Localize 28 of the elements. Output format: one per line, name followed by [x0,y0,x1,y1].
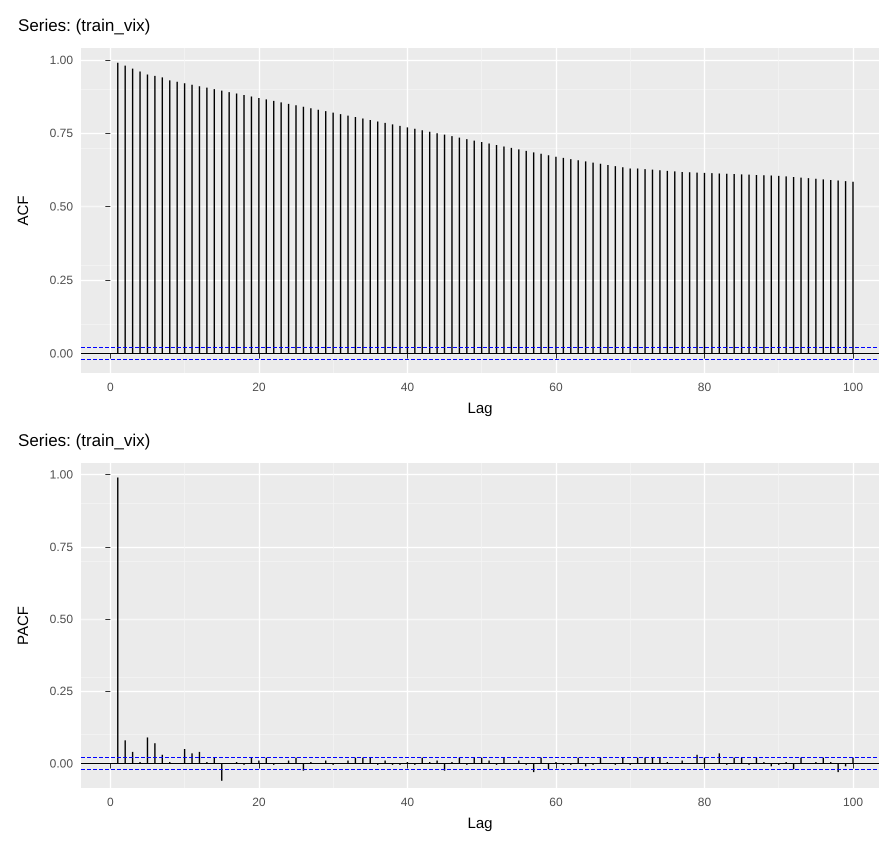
y-tick-label: 0.00 [50,346,74,361]
x-tick-label: 0 [106,380,114,394]
chart-title: Series: (train_vix) [18,431,150,450]
x-tick-label: 20 [252,380,266,394]
x-tick-label: 60 [549,795,563,809]
y-axis-title: ACF [15,196,32,226]
x-axis-title: Lag [467,815,493,832]
x-tick-label: 60 [549,380,563,394]
y-tick-label: 0.25 [50,684,74,698]
x-tick-label: 100 [842,380,864,394]
x-tick-label: 20 [252,795,266,809]
y-tick-label: 0.00 [50,756,74,770]
x-axis-title: Lag [467,400,493,417]
y-tick-label: 0.75 [50,540,74,554]
y-tick-label: 1.00 [50,468,74,482]
x-tick-label: 80 [698,795,712,809]
y-tick-label: 0.25 [50,273,74,288]
x-tick-label: 80 [698,380,712,394]
x-tick-label: 100 [842,795,864,809]
y-tick-label: 0.50 [50,200,74,214]
x-tick-label: 40 [400,795,414,809]
x-tick-label: 40 [400,380,414,394]
y-tick-label: 0.50 [50,612,74,626]
y-tick-label: 1.00 [50,52,74,67]
y-axis-title: PACF [15,606,32,645]
x-tick-label: 0 [106,795,114,809]
chart-title: Series: (train_vix) [18,16,150,35]
y-tick-label: 0.75 [50,126,74,140]
